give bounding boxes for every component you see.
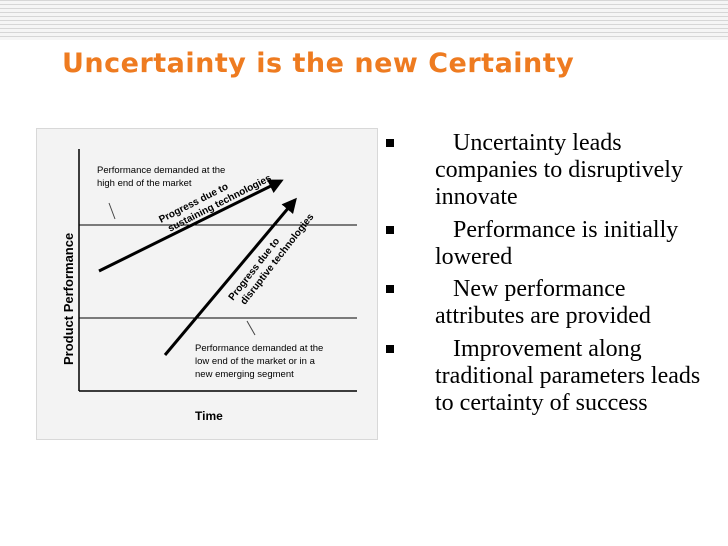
disruptive-innovation-diagram: Product Performance Time Performance dem… <box>36 128 378 440</box>
y-axis-label: Product Performance <box>61 233 76 365</box>
high-end-label: Performance demanded at the high end of … <box>97 165 228 189</box>
bullet-text: Improvement along traditional parameters… <box>435 336 701 416</box>
bullet-text: Uncertainty leads companies to disruptiv… <box>435 130 683 210</box>
bullet-item: Uncertainty leads companies to disruptiv… <box>386 130 716 211</box>
low-end-leader <box>246 320 256 336</box>
bullet-item: Performance is initially lowered <box>386 217 716 271</box>
bullet-item: New performance attributes are provided <box>386 276 716 330</box>
bullet-text: Performance is initially lowered <box>435 216 679 270</box>
disruptive-label: Progress due to disruptive technologies <box>227 204 317 310</box>
disruptive-label-line-2: disruptive technologies <box>239 212 317 308</box>
low-end-label-line-2: low end of the market or in a <box>195 356 316 367</box>
sustaining-trajectory-arrow <box>98 179 284 273</box>
high-end-leader <box>108 202 116 220</box>
high-end-label-line-2: high end of the market <box>97 178 192 189</box>
x-axis-label: Time <box>195 409 223 423</box>
bullet-item: Improvement along traditional parameters… <box>386 336 716 417</box>
high-end-label-line-1: Performance demanded at the <box>97 165 225 176</box>
low-end-label-line-3: new emerging segment <box>195 369 294 380</box>
disruptive-trajectory-arrow <box>163 197 297 356</box>
low-end-label-line-1: Performance demanded at the <box>195 343 323 354</box>
bullet-text: New performance attributes are provided <box>435 276 651 330</box>
square-bullet-icon <box>386 139 394 147</box>
low-end-label: Performance demanded at the low end of t… <box>195 343 326 380</box>
bullet-list: Uncertainty leads companies to disruptiv… <box>386 130 716 423</box>
diagram-svg: Product Performance Time Performance dem… <box>61 149 357 423</box>
square-bullet-icon <box>386 345 394 354</box>
header-stripes <box>0 0 728 40</box>
slide-title: Uncertainty is the new Certainty <box>62 48 575 79</box>
square-bullet-icon <box>386 225 394 234</box>
square-bullet-icon <box>386 285 394 294</box>
